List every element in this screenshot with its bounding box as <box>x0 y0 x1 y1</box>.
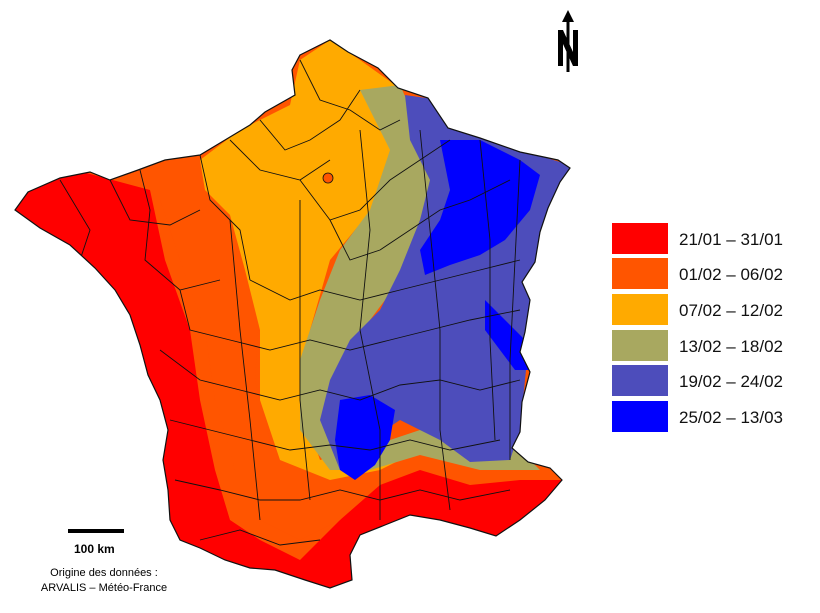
legend-swatch <box>612 329 668 364</box>
north-arrow-icon <box>558 10 578 72</box>
legend-swatch <box>612 222 668 257</box>
scale-label: 100 km <box>74 542 115 556</box>
source-line-2: ARVALIS – Météo-France <box>40 582 168 594</box>
legend-item: 13/02 – 18/02 <box>612 329 783 365</box>
legend: 21/01 – 31/01 01/02 – 06/02 07/02 – 12/0… <box>612 222 783 436</box>
data-source: Origine des données : ARVALIS – Météo-Fr… <box>34 566 174 596</box>
zone-07-02-12-02 <box>200 40 420 480</box>
zone-13-02-18-02 <box>300 85 540 470</box>
department-borders <box>59 59 521 546</box>
scale-bar <box>68 529 124 533</box>
legend-label: 07/02 – 12/02 <box>679 300 783 320</box>
zone-25-02-13-03-alps <box>485 300 530 370</box>
legend-item: 07/02 – 12/02 <box>612 293 783 329</box>
legend-swatch <box>612 293 668 328</box>
legend-swatch <box>612 258 668 293</box>
legend-label: 21/01 – 31/01 <box>679 229 783 249</box>
legend-swatch <box>612 365 668 400</box>
legend-label: 25/02 – 13/03 <box>679 407 783 427</box>
legend-label: 19/02 – 24/02 <box>679 372 783 392</box>
legend-swatch <box>612 400 668 435</box>
legend-item: 21/01 – 31/01 <box>612 222 783 258</box>
zone-25-02-13-03 <box>420 140 540 275</box>
legend-item: 25/02 – 13/03 <box>612 400 783 436</box>
legend-label: 01/02 – 06/02 <box>679 265 783 285</box>
legend-label: 13/02 – 18/02 <box>679 336 783 356</box>
france-map <box>14 39 571 589</box>
legend-item: 19/02 – 24/02 <box>612 364 783 400</box>
source-line-1: Origine des données : <box>50 567 158 579</box>
paris-marker <box>322 172 334 184</box>
zone-25-02-13-03-massif <box>335 395 395 480</box>
france-border <box>14 39 571 589</box>
legend-item: 01/02 – 06/02 <box>612 258 783 294</box>
